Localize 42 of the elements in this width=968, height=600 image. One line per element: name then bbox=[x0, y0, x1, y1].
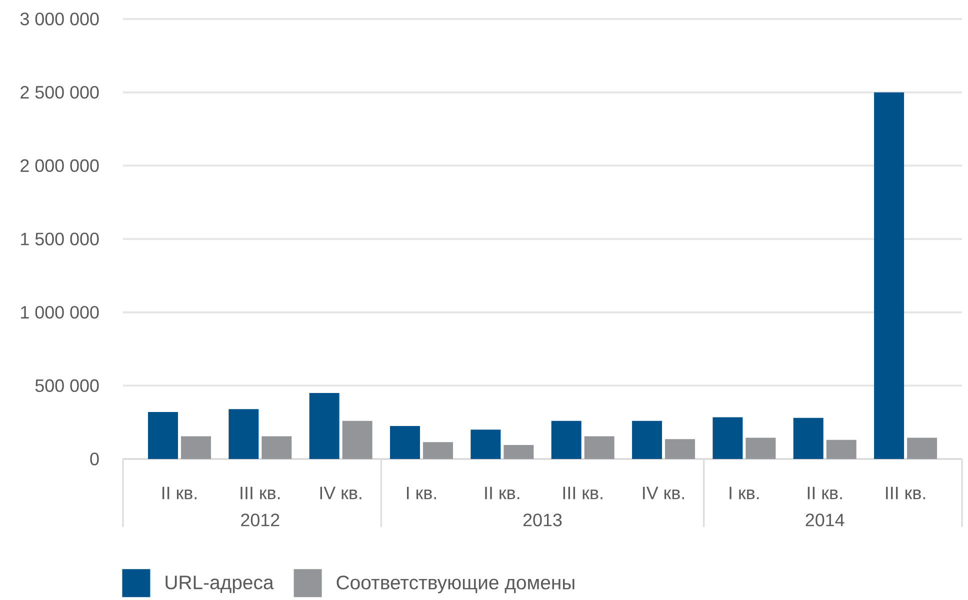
x-tick-label: II кв. bbox=[485, 486, 520, 500]
y-tick-label: 1 500 000 bbox=[21, 232, 99, 246]
bar bbox=[874, 92, 904, 459]
bar bbox=[180, 436, 211, 459]
bar bbox=[907, 438, 938, 459]
x-tick-label: II кв. bbox=[162, 486, 196, 500]
x-tick-label: I кв. bbox=[730, 486, 759, 500]
x-tick-label: III кв. bbox=[240, 486, 280, 500]
y-tick-label: 2 500 000 bbox=[20, 86, 99, 99]
bar bbox=[551, 420, 582, 459]
x-tick-label: III кв. bbox=[563, 486, 602, 500]
y-tick-label: 2 000 000 bbox=[20, 159, 99, 172]
bar bbox=[826, 440, 856, 459]
y-tick-label: 500 000 bbox=[35, 379, 99, 392]
text: 2012 bbox=[241, 514, 280, 526]
bar bbox=[665, 439, 696, 459]
bar bbox=[228, 409, 259, 459]
bar bbox=[262, 436, 292, 459]
text: 2014 bbox=[806, 514, 844, 526]
bar bbox=[504, 445, 534, 459]
x-tick-label: IV кв. bbox=[643, 486, 684, 500]
bar bbox=[148, 412, 178, 459]
x-tick-label: IV кв. bbox=[320, 486, 362, 500]
y-tick-label: 0 bbox=[90, 452, 99, 466]
bar bbox=[470, 430, 501, 459]
bar bbox=[712, 417, 743, 459]
bar bbox=[746, 438, 776, 459]
x-tick-label: II кв. bbox=[808, 486, 842, 500]
x-tick-label: III кв. bbox=[886, 486, 926, 500]
legend-label: Соответствующие домены bbox=[336, 576, 574, 594]
legend-label: URL-адреса bbox=[166, 576, 274, 594]
bar bbox=[342, 420, 372, 459]
y-tick-label: 3 000 000 bbox=[20, 12, 99, 26]
bar bbox=[390, 426, 420, 459]
bar bbox=[793, 418, 824, 459]
bar bbox=[632, 420, 662, 459]
bar bbox=[584, 436, 614, 459]
bar bbox=[423, 442, 453, 459]
x-tick-label: I кв. bbox=[406, 486, 436, 500]
text: 2013 bbox=[523, 514, 562, 526]
y-tick-label: 1 000 000 bbox=[21, 306, 99, 319]
bar bbox=[309, 392, 340, 459]
